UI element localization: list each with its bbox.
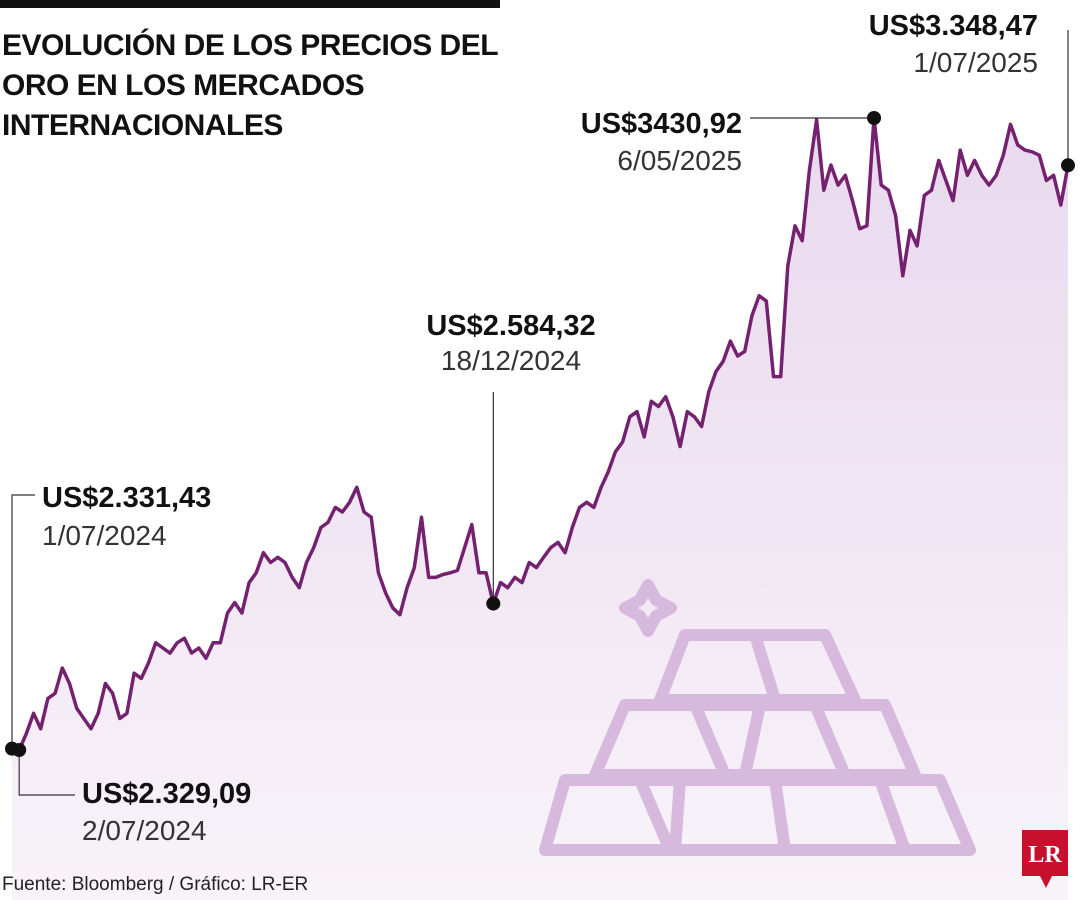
- annotation-value: US$3430,92: [581, 108, 742, 140]
- annotation-value: US$2.331,43: [42, 482, 211, 514]
- chart-title: EVOLUCIÓN DE LOS PRECIOS DEL ORO EN LOS …: [2, 29, 498, 142]
- price-line: [11, 116, 1070, 752]
- leader-line: [11, 494, 35, 749]
- source: Fuente: Bloomberg / Gráfico: LR-ER: [2, 874, 308, 895]
- annotation-dot: [486, 596, 501, 611]
- annotation-dot: [1061, 158, 1075, 173]
- annotation-value: US$2.584,32: [426, 310, 595, 342]
- gold-bars-icon: [539, 579, 976, 856]
- annotation-value: US$2.329,09: [82, 778, 251, 810]
- leader-line: [18, 750, 75, 796]
- annotation-value: US$3.348,47: [869, 10, 1038, 42]
- annotation-date: 6/05/2025: [617, 145, 742, 176]
- logo-tail: [1040, 876, 1052, 888]
- top-rule: [0, 0, 500, 8]
- annotation-date: 2/07/2024: [82, 815, 207, 846]
- annotation-date: 18/12/2024: [441, 345, 581, 376]
- annotation-dot: [12, 743, 27, 757]
- logo: LR: [1028, 842, 1062, 868]
- logo-box: [1022, 830, 1068, 876]
- annotation-date: 1/07/2024: [42, 520, 167, 551]
- annotation-date: 1/07/2025: [913, 47, 1038, 78]
- annotation-dot: [867, 111, 882, 125]
